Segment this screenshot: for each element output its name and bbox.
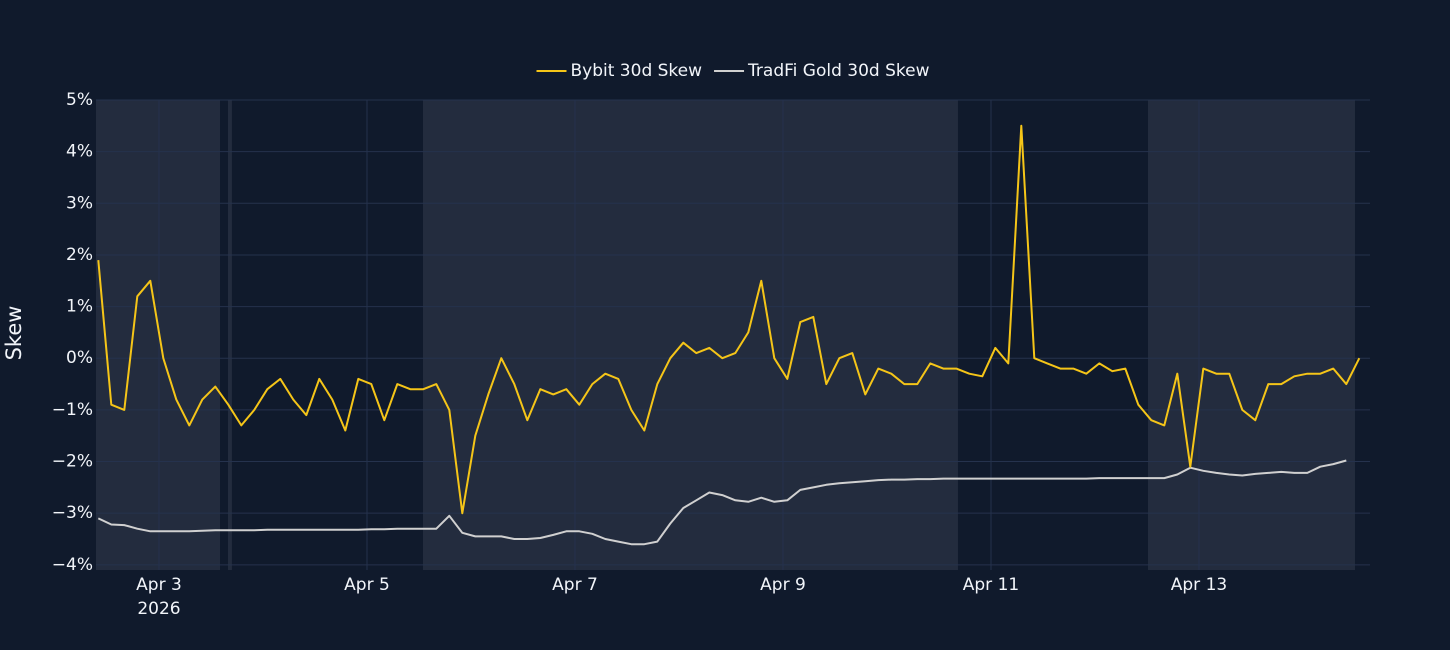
y-tick-label: 1% <box>66 297 93 317</box>
series-line <box>97 459 1347 546</box>
y-tick-label: 0% <box>66 348 93 368</box>
x-tick-label: Apr 11 <box>963 575 1019 595</box>
y-tick-label: −1% <box>52 400 93 420</box>
y-axis-title: Skew <box>2 306 26 361</box>
legend: Bybit 30d Skew TradFi Gold 30d Skew <box>536 61 930 81</box>
y-tick-label: −2% <box>52 452 93 472</box>
x-tick-label: Apr 3 <box>136 575 182 595</box>
x-tick-label: Apr 13 <box>1171 575 1227 595</box>
x-tick-label: Apr 7 <box>552 575 598 595</box>
shaded-range <box>96 100 221 570</box>
y-tick-label: 4% <box>66 142 93 162</box>
legend-label: Bybit 30d Skew <box>571 61 703 81</box>
x-year-label: 2026 <box>137 599 180 619</box>
y-tick-label: −3% <box>52 503 93 523</box>
x-tick-label: Apr 5 <box>344 575 390 595</box>
shaded-range <box>227 100 232 570</box>
series-line <box>97 124 1361 515</box>
shaded-range <box>1147 100 1355 570</box>
shaded-range <box>422 100 958 570</box>
y-tick-label: 3% <box>66 193 93 213</box>
legend-label: TradFi Gold 30d Skew <box>747 61 930 81</box>
x-tick-label: Apr 9 <box>760 575 806 595</box>
y-tick-label: 5% <box>66 90 93 110</box>
y-tick-label: 2% <box>66 245 93 265</box>
y-tick-label: −4% <box>52 555 93 575</box>
